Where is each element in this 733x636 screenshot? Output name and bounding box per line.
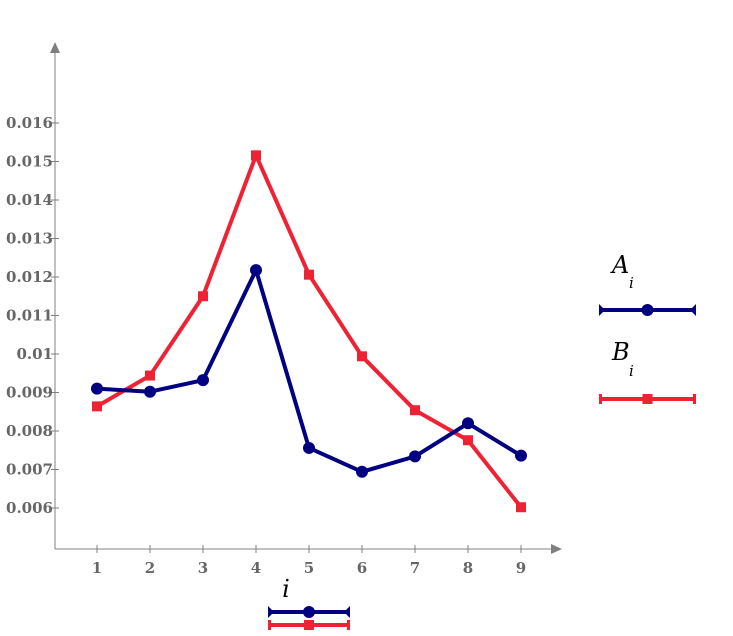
- legend-key-end-right: [344, 606, 350, 618]
- axes: [50, 42, 562, 554]
- data-point-b: [516, 502, 526, 513]
- data-point-a: [91, 382, 103, 395]
- legend-key-a: [599, 304, 696, 316]
- x-tick-label: 7: [410, 559, 420, 577]
- data-point-a: [462, 417, 474, 430]
- y-tick-label: 0.008: [6, 422, 53, 440]
- data-point-a: [515, 449, 527, 462]
- data-point-b: [463, 435, 473, 446]
- legend-key-end-right: [690, 304, 696, 316]
- x-axis-ticks: 1 2 3 4 5 6 7 8 9: [92, 545, 526, 577]
- y-tick-label: 0.014: [6, 191, 53, 209]
- x-tick-label: 9: [516, 559, 526, 577]
- y-tick-label: 0.01: [16, 345, 53, 363]
- x-tick-label: 8: [463, 559, 473, 577]
- legend-key-marker: [304, 620, 314, 630]
- legend-entry-a: A i: [599, 251, 696, 316]
- y-tick-label: 0.016: [6, 114, 53, 132]
- series-line-a: [95, 268, 523, 474]
- x-tick-label: 2: [145, 559, 155, 577]
- legend-key-end-right: [347, 620, 350, 630]
- x-tick-label: 4: [251, 559, 261, 577]
- y-tick-label: 0.009: [6, 384, 53, 402]
- series-a: [91, 264, 527, 478]
- data-point-a: [303, 441, 315, 454]
- data-point-a: [356, 465, 368, 478]
- y-tick-label: 0.012: [6, 268, 53, 286]
- y-axis-arrow: [50, 42, 60, 53]
- legend-key-marker: [642, 394, 653, 404]
- series-line-b: [95, 153, 523, 510]
- x-axis-series-key: [268, 606, 350, 630]
- data-point-b: [145, 370, 155, 381]
- series-b: [92, 150, 526, 513]
- y-tick-label: 0.007: [6, 461, 53, 479]
- x-tick-label: 5: [304, 559, 314, 577]
- data-point-b: [251, 150, 261, 161]
- y-tick-label: 0.011: [6, 307, 53, 325]
- legend-key-end-left: [268, 620, 271, 630]
- data-point-b: [357, 351, 367, 362]
- x-axis-variable: i: [282, 575, 290, 603]
- y-axis-ticks: 0.006 0.007 0.008 0.009 0.01 0.011 0.012 0.013 0…: [6, 114, 59, 517]
- legend-label-b: B: [611, 338, 630, 366]
- legend-label-a: A: [610, 251, 629, 279]
- legend-key-b: [599, 394, 696, 404]
- data-point-a: [197, 374, 209, 387]
- legend-key-marker: [641, 304, 654, 316]
- data-point-a: [144, 385, 156, 398]
- legend-subscript-a: i: [629, 274, 634, 292]
- legend-key-end-left: [599, 394, 602, 404]
- legend-key-end-left: [268, 606, 274, 618]
- legend-subscript-b: i: [629, 362, 634, 380]
- data-point-b: [92, 401, 102, 412]
- y-tick-label: 0.013: [6, 230, 53, 248]
- x-tick-label: 3: [198, 559, 208, 577]
- legend-key-marker: [303, 606, 315, 618]
- data-point-b: [304, 269, 314, 280]
- y-tick-label: 0.006: [6, 499, 53, 517]
- data-point-b: [410, 405, 420, 416]
- data-point-a: [409, 450, 421, 463]
- x-axis-label: i: [282, 575, 290, 603]
- data-point-a: [250, 264, 262, 277]
- legend-key-end-left: [599, 304, 605, 316]
- x-tick-label: 6: [357, 559, 367, 577]
- x-axis-arrow: [551, 544, 562, 554]
- y-tick-label: 0.015: [6, 153, 53, 171]
- x-tick-label: 1: [92, 559, 102, 577]
- legend: A i B i: [599, 251, 696, 404]
- legend-key-end-right: [693, 394, 696, 404]
- legend-entry-b: B i: [599, 338, 696, 404]
- series-layer: [91, 150, 527, 513]
- data-point-b: [198, 291, 208, 302]
